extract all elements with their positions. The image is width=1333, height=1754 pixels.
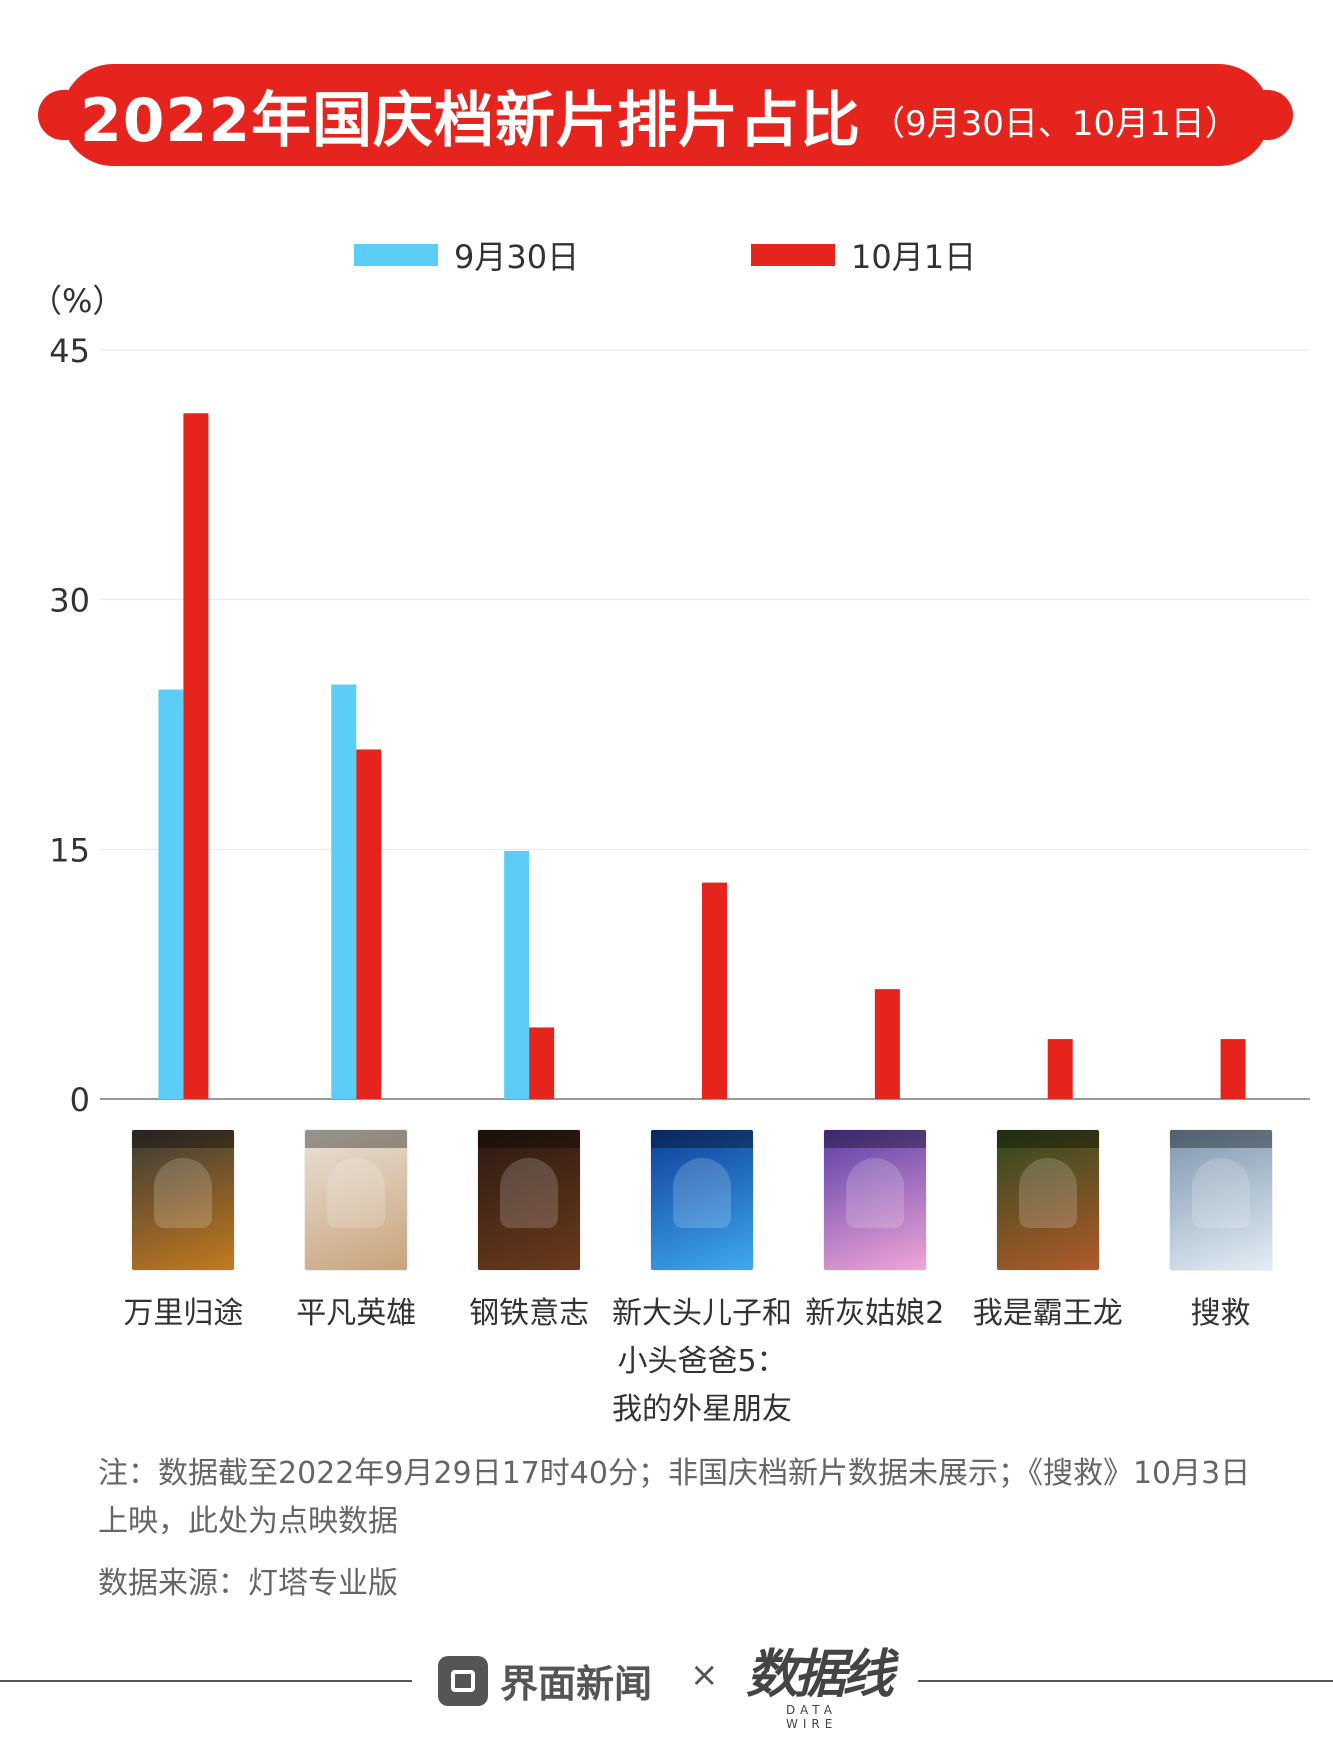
datawire-logo-text: 数据线 — [746, 1645, 894, 1705]
poster-top-strip — [478, 1130, 581, 1148]
jiemian-logo: 界面新闻 — [438, 1653, 652, 1708]
chart-title-sub: （9月30日、10月1日） — [871, 103, 1239, 144]
poster-figure — [154, 1158, 213, 1228]
legend-swatch-sep30 — [354, 244, 438, 266]
movie-poster-3 — [651, 1130, 753, 1270]
category-label-line: 我的外星朋友 — [612, 1392, 792, 1427]
chart-note: 注：数据截至2022年9月29日17时40分；非国庆档新片数据未展示；《搜救》1… — [98, 1456, 1251, 1539]
legend-label-oct1: 10月1日 — [851, 238, 977, 276]
category-label-5: 我是霸王龙 — [953, 1290, 1143, 1338]
chart-title: 2022年国庆档新片排片占比 （9月30日、10月1日） — [80, 60, 1239, 170]
bar-oct1-1 — [356, 749, 382, 1099]
category-label-6: 搜救 — [1126, 1290, 1316, 1338]
footer-divider-left — [0, 1680, 412, 1682]
category-label-4: 新灰姑娘2 — [780, 1290, 970, 1338]
y-axis-ticks: 0 15 30 45 — [49, 332, 90, 1119]
poster-top-strip — [651, 1130, 753, 1148]
legend-label-sep30: 9月30日 — [454, 238, 580, 276]
movie-poster-4 — [823, 1130, 926, 1270]
footer-divider-right — [918, 1680, 1333, 1682]
y-unit-label: （%） — [30, 282, 124, 320]
bar-oct1-2 — [529, 1027, 555, 1099]
footer-times-sign: × — [690, 1655, 719, 1695]
y-tick-label: 0 — [70, 1081, 90, 1119]
banner-body — [62, 64, 1270, 166]
category-label-3: 新大头儿子和 小头爸爸5： 我的外星朋友 — [607, 1290, 797, 1434]
legend: 9月30日 10月1日 — [0, 232, 1333, 276]
poster-figure — [845, 1158, 904, 1228]
gridlines — [100, 349, 1310, 1100]
poster-figure — [1191, 1158, 1250, 1228]
poster-figure — [500, 1158, 559, 1228]
category-label-line: 新灰姑娘2 — [805, 1296, 945, 1331]
bars — [158, 413, 1246, 1099]
category-label-line: 钢铁意志 — [469, 1296, 590, 1331]
poster-top-strip — [1169, 1130, 1272, 1148]
movie-poster-5 — [996, 1130, 1099, 1270]
category-label-2: 钢铁意志 — [434, 1290, 624, 1338]
poster-top-strip — [305, 1130, 408, 1148]
bar-sep30-1 — [331, 684, 357, 1099]
jiemian-logo-text: 界面新闻 — [500, 1662, 653, 1706]
poster-top-strip — [132, 1130, 235, 1148]
bar-chart: （%） 0 15 30 45 — [30, 282, 1310, 1119]
category-label-line: 小头爸爸5： — [617, 1344, 787, 1379]
category-label-line: 我是霸王龙 — [972, 1296, 1123, 1331]
bar-oct1-5 — [1047, 1039, 1073, 1099]
poster-figure — [673, 1158, 731, 1228]
bar-oct1-3 — [702, 882, 727, 1099]
y-tick-label: 30 — [49, 582, 90, 620]
bar-sep30-2 — [504, 850, 530, 1099]
y-tick-label: 45 — [49, 332, 90, 370]
datawire-logo: 数据线 DATA WIRE — [746, 1632, 896, 1731]
movie-poster-6 — [1169, 1130, 1272, 1270]
legend-item-sep30: 9月30日 — [354, 232, 579, 278]
legend-swatch-oct1 — [751, 244, 835, 266]
poster-figure — [1018, 1158, 1077, 1228]
category-label-line: 万里归途 — [123, 1296, 244, 1331]
bar-oct1-0 — [183, 413, 209, 1099]
category-label-1: 平凡英雄 — [261, 1290, 451, 1338]
chart-title-main: 2022年国庆档新片排片占比 — [80, 85, 861, 156]
datawire-logo-sub: DATA WIRE — [786, 1703, 838, 1731]
category-label-line: 平凡英雄 — [296, 1296, 417, 1331]
movie-poster-2 — [478, 1130, 581, 1270]
jiemian-logo-icon — [438, 1655, 488, 1706]
category-label-line: 搜救 — [1190, 1296, 1251, 1331]
title-banner — [38, 60, 1293, 170]
category-label-0: 万里归途 — [88, 1290, 278, 1338]
poster-top-strip — [823, 1130, 926, 1148]
movie-poster-1 — [305, 1130, 408, 1270]
category-label-line: 新大头儿子和 — [612, 1296, 792, 1331]
poster-figure — [327, 1158, 386, 1228]
movie-poster-0 — [132, 1130, 235, 1270]
y-tick-label: 15 — [49, 831, 90, 869]
bar-oct1-6 — [1220, 1039, 1246, 1099]
chart-source: 数据来源：灯塔专业版 — [98, 1566, 398, 1601]
bar-sep30-0 — [158, 689, 184, 1099]
poster-top-strip — [996, 1130, 1099, 1148]
bar-oct1-4 — [874, 989, 900, 1099]
legend-item-oct1: 10月1日 — [751, 232, 976, 278]
